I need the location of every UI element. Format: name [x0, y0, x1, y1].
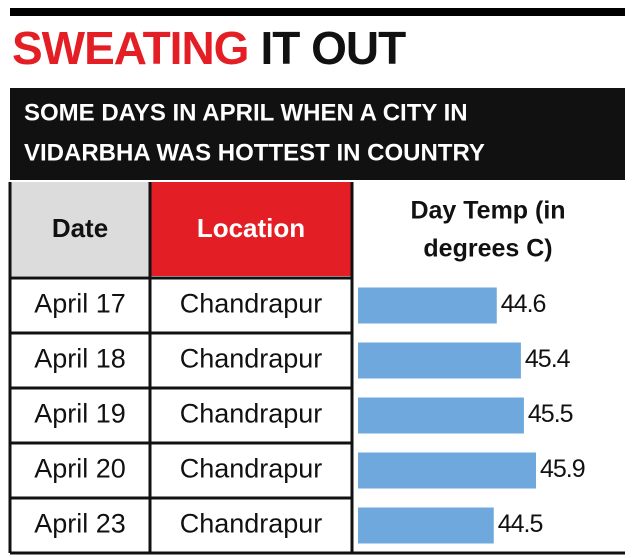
date-cell: April 19 — [34, 399, 126, 429]
chart-title: SWEATING IT OUT — [12, 22, 406, 74]
date-cell: April 17 — [34, 289, 126, 319]
location-cell: Chandrapur — [180, 289, 323, 319]
location-cell: Chandrapur — [180, 399, 323, 429]
date-header-cell — [10, 182, 150, 276]
value-label: 45.4 — [525, 345, 571, 373]
title-highlight: SWEATING — [12, 22, 248, 74]
value-label: 44.5 — [498, 510, 543, 538]
location-cell: Chandrapur — [180, 344, 323, 374]
value-label: 44.6 — [501, 290, 546, 318]
bar — [358, 397, 524, 434]
subtitle-banner — [10, 88, 625, 180]
title-rest: IT OUT — [260, 22, 406, 74]
date-cell: April 18 — [34, 344, 126, 374]
bar — [358, 342, 521, 379]
value-header: degrees C) — [423, 235, 552, 263]
bar — [358, 287, 497, 324]
column-header: Date — [52, 213, 108, 243]
location-cell: Chandrapur — [180, 509, 323, 539]
subtitle-line: VIDARBHA WAS HOTTEST IN COUNTRY — [24, 139, 485, 166]
date-cell: April 20 — [34, 454, 126, 484]
date-cell: April 23 — [34, 509, 126, 539]
value-header: Day Temp (in — [410, 197, 565, 225]
bar — [358, 507, 494, 544]
bar — [358, 452, 536, 489]
column-header: Location — [197, 213, 305, 243]
location-header-cell — [150, 182, 352, 276]
value-label: 45.5 — [528, 400, 573, 428]
top-rule — [10, 8, 625, 16]
value-label: 45.9 — [540, 455, 585, 483]
location-cell: Chandrapur — [180, 454, 323, 484]
subtitle-line: SOME DAYS IN APRIL WHEN A CITY IN — [24, 99, 468, 126]
